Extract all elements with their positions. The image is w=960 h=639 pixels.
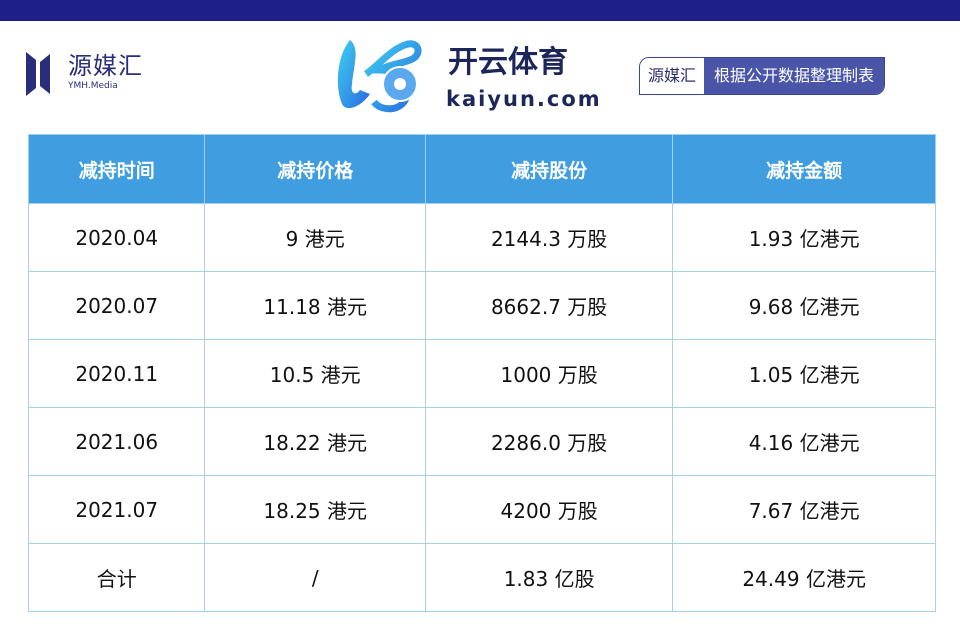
reduction-table: 减持时间 减持价格 减持股份 减持金额 2020.04 9 港元 2144.3 万股… bbox=[27, 134, 936, 612]
cell-price: 18.22 港元 bbox=[204, 407, 426, 476]
cell-price: / bbox=[204, 543, 426, 612]
source-badge-note: 根据公开数据整理制表 bbox=[704, 58, 885, 94]
watermark-k-icon bbox=[337, 40, 370, 109]
cell-shares: 4200 万股 bbox=[424, 475, 674, 544]
cell-time: 2021.06 bbox=[27, 407, 206, 476]
cell-shares: 1000 万股 bbox=[424, 339, 674, 408]
cell-time: 2020.11 bbox=[27, 339, 206, 408]
cell-amount: 9.68 亿港元 bbox=[672, 271, 936, 340]
brand-name: 源媒汇 bbox=[68, 52, 143, 80]
cell-price: 18.25 港元 bbox=[204, 475, 426, 544]
cell-shares: 1.83 亿股 bbox=[424, 543, 674, 612]
table-header-row: 减持时间 减持价格 减持股份 减持金额 bbox=[27, 134, 936, 204]
cell-time: 2020.04 bbox=[27, 203, 206, 272]
logo-mark-icon bbox=[26, 52, 50, 96]
cell-amount: 1.05 亿港元 bbox=[672, 339, 936, 408]
watermark: 开云体育 kaiyun.com bbox=[337, 40, 600, 113]
cell-price: 11.18 港元 bbox=[204, 271, 426, 340]
brand-name-en: YMH.Media bbox=[68, 81, 118, 91]
cell-shares: 2286.0 万股 bbox=[424, 407, 674, 476]
header-price: 减持价格 bbox=[204, 134, 426, 204]
source-badge-brand: 源媒汇 bbox=[640, 58, 705, 94]
table-row: 2020.04 9 港元 2144.3 万股 1.93 亿港元 bbox=[27, 203, 936, 272]
cell-time: 合计 bbox=[27, 543, 206, 612]
cell-price: 9 港元 bbox=[204, 203, 426, 272]
cell-amount: 1.93 亿港元 bbox=[672, 203, 936, 272]
cell-time: 2020.07 bbox=[27, 271, 206, 340]
top-bar bbox=[0, 0, 960, 21]
watermark-cn: 开云体育 bbox=[448, 45, 568, 80]
table-row: 2021.06 18.22 港元 2286.0 万股 4.16 亿港元 bbox=[27, 407, 936, 476]
table-row: 2021.07 18.25 港元 4200 万股 7.67 亿港元 bbox=[27, 475, 936, 544]
cell-amount: 24.49 亿港元 bbox=[672, 543, 936, 612]
table-row: 2020.11 10.5 港元 1000 万股 1.05 亿港元 bbox=[27, 339, 936, 408]
header-amount: 减持金额 bbox=[672, 134, 936, 204]
cell-time: 2021.07 bbox=[27, 475, 206, 544]
watermark-en: kaiyun.com bbox=[446, 87, 600, 111]
table-row: 2020.07 11.18 港元 8662.7 万股 9.68 亿港元 bbox=[27, 271, 936, 340]
total-row: 合计/1.83 亿股 24.49 亿港元 bbox=[27, 543, 936, 612]
cell-price: 10.5 港元 bbox=[204, 339, 426, 408]
cell-amount: 4.16 亿港元 bbox=[672, 407, 936, 476]
source-badge: 源媒汇 根据公开数据整理制表 bbox=[639, 57, 886, 95]
header-shares: 减持股份 bbox=[424, 134, 674, 204]
cell-shares: 8662.7 万股 bbox=[424, 271, 674, 340]
cell-amount: 7.67 亿港元 bbox=[672, 475, 936, 544]
header-time: 减持时间 bbox=[27, 134, 206, 204]
brand-logo: 源媒汇 YMH.Media bbox=[26, 52, 143, 96]
cell-shares: 2144.3 万股 bbox=[424, 203, 674, 272]
